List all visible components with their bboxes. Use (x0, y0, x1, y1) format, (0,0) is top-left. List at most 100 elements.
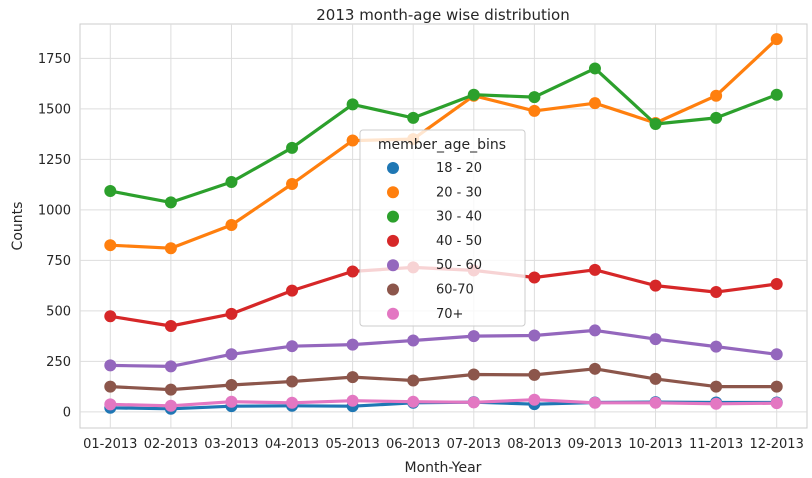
data-point (346, 338, 359, 351)
data-point (164, 242, 177, 255)
data-point (770, 33, 783, 46)
data-point (286, 177, 299, 190)
data-point (588, 97, 601, 110)
data-point (770, 397, 783, 410)
data-point (164, 319, 177, 332)
data-point (104, 185, 117, 198)
legend-title: member_age_bins (378, 137, 506, 153)
y-tick-label: 0 (63, 405, 71, 420)
series-line (110, 367, 777, 392)
series (104, 393, 783, 412)
data-point (346, 265, 359, 278)
series-line (110, 66, 778, 204)
data-point (225, 378, 238, 391)
x-tick-label: 04-2013 (265, 437, 319, 452)
x-tick-label: 01-2013 (83, 437, 137, 452)
x-tick-label: 05-2013 (325, 437, 379, 452)
data-point (225, 348, 238, 361)
y-tick-label: 1250 (38, 153, 71, 168)
data-point (710, 380, 723, 393)
data-point (164, 399, 177, 412)
data-point (649, 333, 662, 346)
data-point (588, 62, 601, 75)
legend-marker (387, 259, 399, 272)
x-axis-label: Month-Year (405, 460, 482, 476)
chart-title: 2013 month-age wise distribution (316, 6, 569, 24)
data-point (225, 175, 238, 188)
x-tick-label: 12-2013 (750, 437, 804, 452)
legend-box (359, 129, 526, 327)
data-point (467, 396, 480, 409)
data-point (467, 330, 480, 343)
x-tick-labels: 01-2013 02-2013 03-2013 04-2013 05-2013 06-20… (83, 437, 804, 452)
data-point (710, 340, 723, 353)
legend-label: 50 - 60 (436, 258, 482, 273)
data-point (528, 271, 541, 284)
legend-items: 18 - 20 20 - 30 30 - 40 40 - 50 50 - 60 60-70… (387, 161, 482, 322)
data-point (346, 98, 359, 111)
legend-label: 40 - 50 (436, 234, 482, 249)
series (104, 324, 783, 373)
series (104, 362, 783, 396)
y-tick-labels: 0 250 500 750 1000 1250 1500 1750 (38, 52, 71, 420)
x-tick-label: 11-2013 (689, 437, 743, 452)
x-tick-label: 03-2013 (204, 437, 258, 452)
data-point (710, 286, 723, 299)
data-point (104, 398, 117, 411)
data-point (649, 396, 662, 409)
legend-label: 20 - 30 (436, 185, 482, 200)
data-point (286, 284, 299, 297)
data-point (104, 359, 117, 372)
data-point (407, 111, 420, 124)
data-point (346, 394, 359, 407)
legend-marker (387, 283, 399, 296)
legend-label: 30 - 40 (436, 210, 482, 225)
data-point (286, 396, 299, 409)
data-point (346, 134, 359, 147)
series-line (110, 398, 777, 408)
x-tick-label: 07-2013 (447, 437, 501, 452)
series-line (110, 328, 777, 368)
x-tick-label: 09-2013 (568, 437, 622, 452)
legend-marker (387, 234, 399, 247)
y-tick-label: 1000 (38, 203, 71, 218)
y-tick-label: 750 (46, 254, 71, 269)
data-point (104, 239, 117, 252)
data-point (710, 111, 723, 124)
data-point (528, 329, 541, 342)
data-point (225, 307, 238, 320)
x-tick-label: 08-2013 (507, 437, 561, 452)
data-point (588, 263, 601, 276)
data-point (528, 91, 541, 104)
data-point (286, 375, 299, 388)
data-point (407, 395, 420, 408)
y-tick-label: 500 (46, 304, 71, 319)
data-point (770, 277, 783, 290)
data-point (286, 340, 299, 353)
data-point (588, 324, 601, 337)
data-point (104, 310, 117, 323)
series-line (110, 37, 778, 250)
data-point (286, 141, 299, 154)
data-point (407, 334, 420, 347)
legend: member_age_bins 18 - 20 20 - 30 30 - 40 40 … (359, 129, 526, 327)
legend-marker (387, 307, 399, 320)
data-point (649, 279, 662, 292)
data-point (528, 393, 541, 406)
y-tick-label: 250 (46, 355, 71, 370)
x-tick-label: 02-2013 (144, 437, 198, 452)
legend-marker (387, 210, 399, 223)
legend-label: 70+ (436, 307, 463, 322)
data-point (164, 360, 177, 373)
data-point (649, 372, 662, 385)
series-group (104, 33, 783, 415)
legend-marker (387, 186, 399, 199)
data-point (770, 88, 783, 101)
data-point (770, 348, 783, 361)
data-point (588, 396, 601, 409)
data-point (710, 397, 723, 410)
y-tick-label: 1750 (38, 52, 71, 67)
x-tick-label: 10-2013 (628, 437, 682, 452)
data-point (164, 196, 177, 209)
